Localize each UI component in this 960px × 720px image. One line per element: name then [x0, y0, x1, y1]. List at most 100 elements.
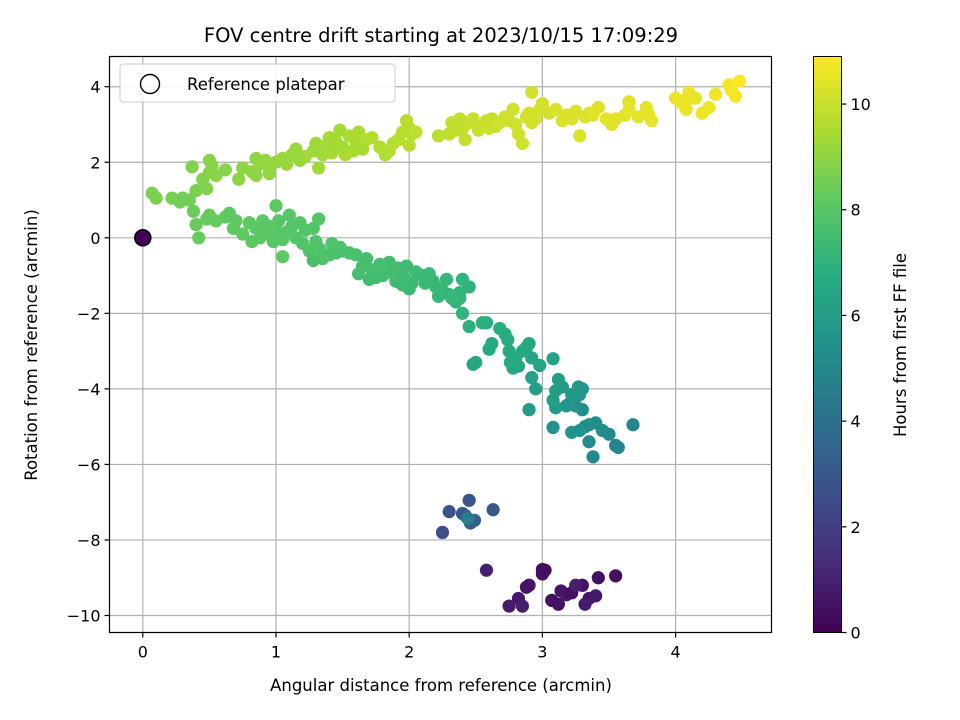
data-point: [671, 93, 685, 107]
data-point: [365, 131, 379, 145]
reference-platepar-marker: [133, 228, 152, 247]
data-point: [522, 578, 536, 592]
data-point: [529, 382, 543, 396]
data-point: [431, 129, 446, 143]
data-point: [439, 272, 454, 286]
data-point: [611, 440, 625, 455]
data-point: [515, 136, 530, 150]
legend-label: Reference platepar: [187, 75, 345, 94]
data-point: [200, 212, 214, 226]
colorbar-tick-label: 4: [851, 412, 861, 431]
data-point: [586, 450, 600, 464]
plot-frame: [108, 55, 773, 634]
x-tick-label: 1: [271, 643, 281, 662]
data-point: [185, 160, 199, 174]
x-tick-label: 2: [404, 643, 414, 662]
data-point: [546, 393, 560, 407]
colorbar-tick-label: 6: [851, 306, 861, 325]
legend-marker-icon: [139, 73, 161, 95]
data-point: [631, 110, 645, 124]
colorbar: [813, 56, 842, 633]
data-point: [186, 204, 201, 218]
data-point: [245, 234, 259, 249]
data-point: [525, 85, 539, 99]
colorbar-tick-label: 8: [851, 201, 861, 220]
y-tick-label: 2: [90, 153, 100, 172]
data-point: [461, 511, 475, 526]
data-point: [591, 100, 605, 115]
data-point: [702, 100, 716, 115]
chart-title: FOV centre drift starting at 2023/10/15 …: [204, 24, 678, 47]
y-axis-label: Rotation from reference (arcmin): [22, 209, 41, 481]
legend-box: [119, 63, 396, 103]
y-tick-label: −2: [77, 304, 101, 323]
data-point: [325, 236, 339, 251]
colorbar-label: Hours from first FF file: [891, 253, 910, 437]
colorbar-tick-label: 2: [851, 518, 861, 537]
data-point: [502, 599, 516, 613]
x-tick-label: 0: [138, 643, 148, 662]
data-point: [289, 142, 303, 156]
data-point: [202, 153, 216, 167]
data-point: [549, 102, 563, 116]
data-point: [249, 168, 263, 183]
data-point: [559, 399, 573, 413]
data-point: [309, 234, 323, 249]
data-point: [442, 505, 456, 519]
data-point: [565, 387, 579, 402]
data-point: [622, 102, 636, 116]
y-tick-label: 0: [90, 229, 100, 248]
data-point: [515, 599, 530, 613]
data-point: [525, 370, 539, 385]
data-point: [525, 351, 539, 365]
x-axis-label: Angular distance from reference (arcmin): [270, 676, 612, 695]
data-point: [165, 191, 179, 205]
y-tick-label: 4: [90, 78, 100, 97]
data-point: [466, 357, 480, 371]
data-point: [582, 435, 596, 449]
data-point: [506, 102, 520, 116]
data-point: [282, 208, 296, 222]
gridlines: [109, 56, 772, 633]
axis-ticks: 0 1 2 3 4 −10 −8 −6 −4 −2 0 2 4: [67, 78, 681, 662]
data-point: [546, 352, 560, 366]
legend: Reference platepar: [119, 63, 396, 103]
y-tick-label: −8: [77, 531, 101, 550]
data-point: [645, 114, 659, 128]
data-point: [493, 321, 507, 336]
data-point: [269, 199, 283, 213]
data-point: [728, 89, 743, 103]
data-point: [589, 589, 603, 603]
data-point: [262, 166, 276, 181]
y-tick-label: −4: [77, 380, 101, 399]
data-point: [362, 272, 376, 286]
data-point: [435, 525, 450, 540]
data-point: [609, 569, 623, 583]
data-point: [569, 578, 583, 592]
data-point: [502, 344, 516, 358]
data-point: [475, 316, 490, 330]
data-point: [486, 503, 500, 517]
data-point: [276, 250, 290, 264]
x-tick-label: 4: [671, 643, 681, 662]
data-point: [200, 182, 214, 196]
colorbar-ticks: 0 2 4 6 8 10: [841, 95, 871, 643]
data-point: [538, 563, 552, 577]
data-point: [192, 231, 206, 245]
data-point: [679, 102, 693, 116]
data-point: [591, 571, 605, 585]
data-point: [455, 306, 470, 320]
data-point: [189, 217, 203, 232]
data-point: [351, 267, 366, 281]
scatter-points: [145, 74, 747, 613]
colorbar-tick-label: 0: [851, 624, 861, 643]
data-point: [312, 212, 326, 226]
data-point: [402, 138, 416, 152]
data-point: [466, 112, 480, 126]
data-point: [455, 272, 470, 286]
y-tick-label: −10: [67, 607, 101, 626]
data-point: [309, 136, 323, 150]
data-point: [325, 146, 339, 160]
data-point: [535, 97, 549, 111]
